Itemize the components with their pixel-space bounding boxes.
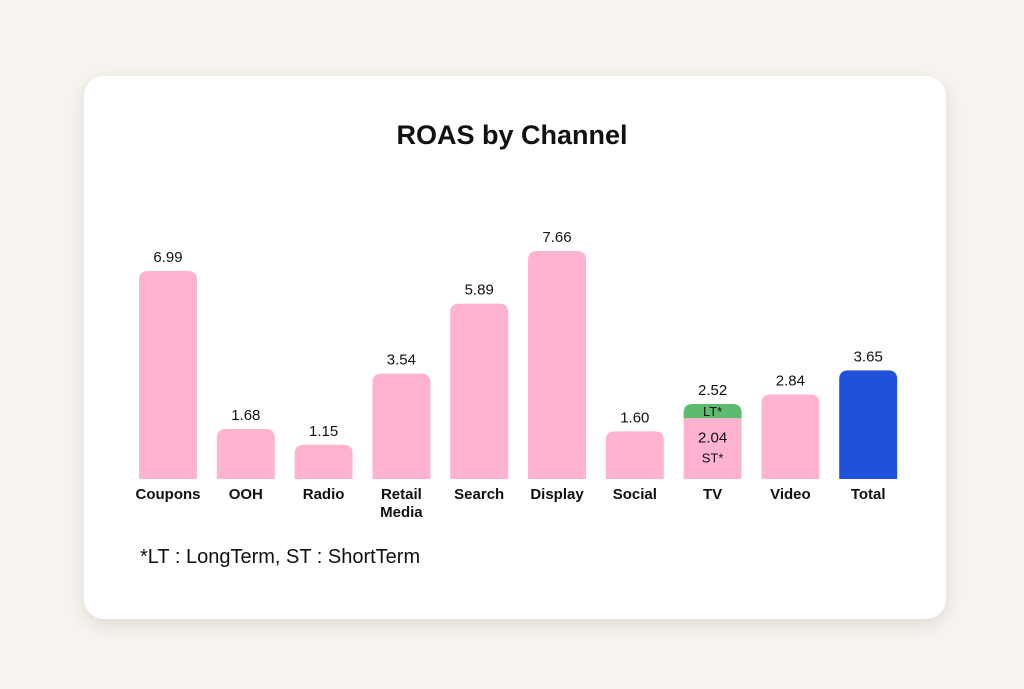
category-label-ooh: OOH	[229, 486, 263, 503]
bar-search	[450, 303, 509, 479]
category-label-social: Social	[613, 486, 657, 503]
chart-title: ROAS by Channel	[396, 120, 628, 150]
category-label-retail-media: Retail	[381, 486, 422, 503]
bar-social-value-label: 1.60	[620, 409, 649, 426]
bar-tv-segment-label: LT*	[703, 404, 722, 419]
bar-tv-value-label: 2.52	[698, 382, 727, 399]
bar-total-value-label: 3.65	[854, 348, 883, 365]
footnote: *LT : LongTerm, ST : ShortTerm	[140, 546, 421, 568]
category-label-retail-media: Media	[380, 504, 423, 521]
bar-ooh-value-label: 1.68	[231, 407, 260, 424]
bar-radio-value-label: 1.15	[309, 423, 338, 440]
bar-tv-segment-label: ST*	[702, 450, 724, 465]
bar-tv-segment-st-	[683, 418, 742, 479]
bar-video	[761, 394, 820, 479]
bar-coupons	[139, 270, 197, 479]
bar-display	[528, 251, 586, 479]
category-label-search: Search	[454, 486, 504, 503]
category-label-video: Video	[770, 486, 811, 503]
bar-retail-media-value-label: 3.54	[387, 352, 416, 369]
category-label-radio: Radio	[303, 486, 345, 503]
bar-radio	[294, 444, 353, 479]
bar-total	[839, 370, 898, 479]
chart-card	[84, 76, 946, 619]
category-label-tv: TV	[703, 486, 722, 503]
bar-search-value-label: 5.89	[465, 282, 494, 299]
bar-coupons-value-label: 6.99	[153, 249, 182, 266]
category-label-coupons: Coupons	[136, 486, 201, 503]
bar-tv-segment-lt-	[683, 403, 742, 419]
bar-video-value-label: 2.84	[776, 372, 805, 389]
bar-display-value-label: 7.66	[542, 229, 571, 246]
bar-retail-media	[372, 373, 431, 479]
bar-ooh	[216, 428, 275, 479]
bar-tv-segment-value: 2.04	[698, 429, 727, 446]
category-label-display: Display	[530, 486, 584, 503]
category-label-total: Total	[851, 486, 886, 503]
bar-social	[605, 431, 664, 479]
